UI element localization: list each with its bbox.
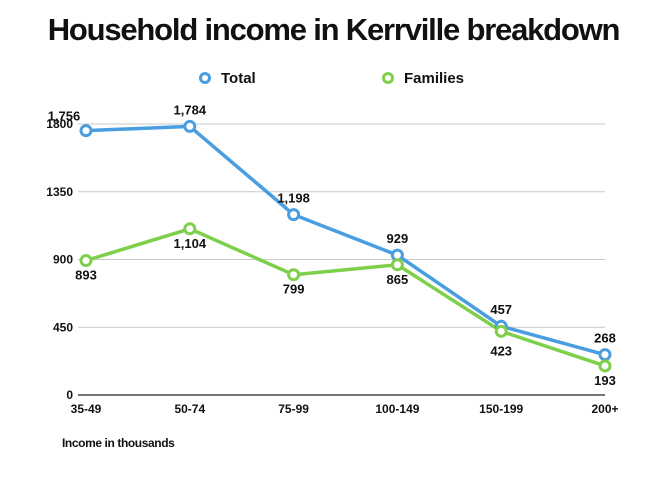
data-point-families: [494, 324, 508, 338]
data-label-total: 268: [594, 331, 616, 346]
x-tick-label: 100-149: [375, 402, 419, 416]
series-line-total: [85, 124, 606, 357]
data-label-families: 423: [490, 343, 512, 358]
series-line-families: [85, 227, 606, 368]
data-point-total: [598, 348, 612, 362]
chart-title: Household income in Kerrville breakdown: [47, 12, 621, 47]
data-label-families: 193: [594, 373, 616, 388]
x-tick-label: 35-49: [71, 402, 102, 416]
x-axis-title: Income in thousands: [62, 436, 175, 450]
y-tick-label: 0: [66, 388, 73, 402]
data-point-families: [79, 254, 93, 268]
data-point-total: [287, 208, 301, 222]
data-label-families: 1,104: [174, 236, 207, 251]
data-label-total: 457: [490, 302, 512, 317]
y-tick-label: 450: [53, 320, 73, 334]
data-label-total: 1,784: [174, 102, 207, 117]
data-label-families: 893: [75, 268, 97, 283]
data-point-families: [183, 222, 197, 236]
data-point-families: [287, 268, 301, 282]
data-point-families: [390, 258, 404, 272]
x-tick-label: 150-199: [479, 402, 523, 416]
x-tick-label: 75-99: [278, 402, 309, 416]
data-point-total: [79, 124, 93, 138]
data-label-total: 1,198: [277, 191, 310, 206]
data-label-total: 929: [387, 231, 409, 246]
data-label-total: 1,756: [48, 109, 81, 124]
data-label-families: 865: [387, 272, 409, 287]
legend-item-total: Total: [199, 70, 256, 87]
data-point-families: [598, 359, 612, 373]
legend-marker: [199, 72, 211, 84]
data-point-total: [183, 119, 197, 133]
x-tick-label: 50-74: [174, 402, 205, 416]
legend-label: Families: [404, 70, 464, 87]
legend-item-families: Families: [382, 70, 464, 87]
y-tick-label: 1350: [46, 185, 73, 199]
legend-label: Total: [221, 70, 256, 87]
y-tick-label: 900: [53, 253, 73, 267]
x-tick-label: 200+: [591, 402, 618, 416]
data-label-families: 799: [283, 282, 305, 297]
legend-marker: [382, 72, 394, 84]
y-tick-label: 1800: [46, 117, 73, 131]
